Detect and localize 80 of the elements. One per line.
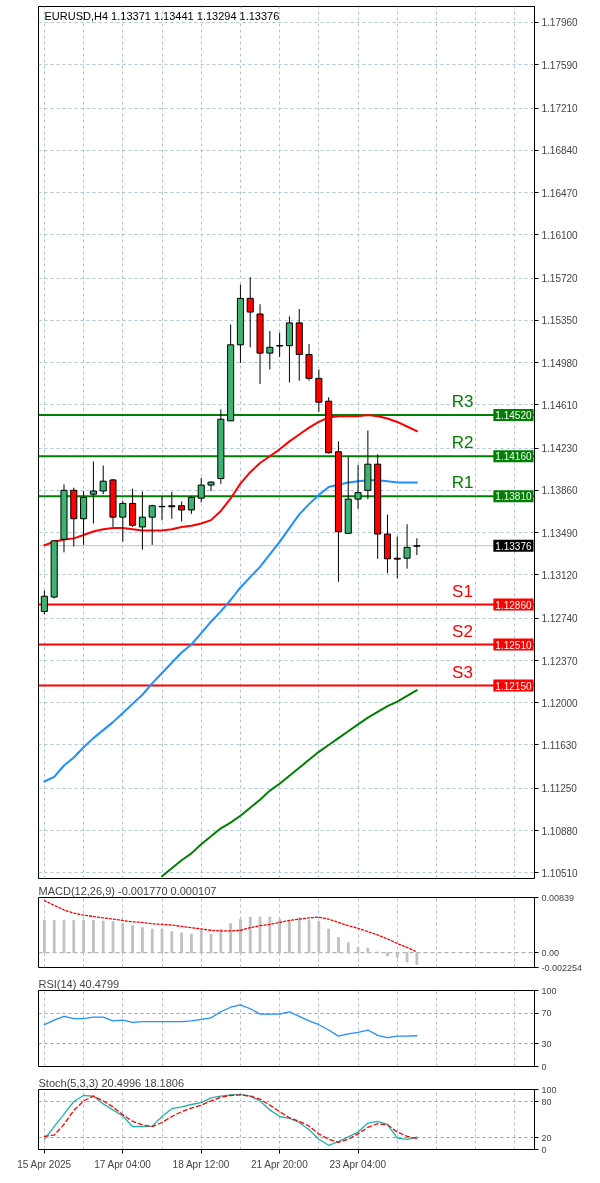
candlestick [276,332,284,358]
candlestick [119,500,127,543]
candlestick [99,465,107,495]
annotation: 1.13810 [495,491,532,503]
y-tick-label: 1.14980 [541,357,579,369]
y-tick-label: 1.12740 [541,613,579,625]
y-tick-label: 1.16470 [541,187,579,199]
y-tick-label: 1.12000 [541,697,579,709]
y-tick-label: 1.13490 [541,527,579,539]
x-tick-label: 18 Apr 12:00 [172,1158,230,1170]
candlestick [40,590,48,615]
candlestick [197,477,205,503]
candlestick [315,369,323,413]
y-tick-label: 80 [541,1096,552,1107]
y-tick-label: 1.17210 [541,103,579,115]
annotation: 1.14160 [495,451,532,463]
y-tick-label: 1.11630 [541,739,578,751]
y-tick-label: 1.17960 [541,17,579,29]
y-tick-label: 0 [541,1061,547,1072]
candlestick [305,343,313,382]
y-tick-label: 1.17590 [541,59,579,71]
line-series [43,900,418,953]
annotation: 1.13376 [495,540,532,552]
y-tick-label: 20 [541,1132,552,1143]
candlestick [403,523,411,570]
y-tick-label: 1.13860 [541,485,579,497]
x-tick-label: 17 Apr 04:00 [94,1158,152,1170]
annotation: 1.12510 [495,639,532,651]
y-tick-label: 100 [541,1084,557,1095]
candlestick [178,501,186,522]
annotation: 1.12150 [495,680,532,692]
y-tick-label: 1.10510 [541,867,579,879]
y-tick-label: 100 [541,985,557,996]
candlestick [129,488,137,528]
candlestick [413,537,421,556]
line-series [43,479,418,783]
y-tick-label: 30 [541,1038,552,1049]
ref-line-label: S3 [452,662,473,682]
chart-title: RSI(14) 40.4799 [38,978,120,990]
y-tick-label: 1.13120 [541,569,579,581]
annotation: 1.14520 [495,410,532,422]
ref-line-label: S2 [452,621,473,641]
y-tick-label: 1.15720 [541,273,579,285]
candlestick [285,315,293,383]
y-tick-label: 1.14610 [541,399,579,411]
y-tick-label: 1.16840 [541,145,579,157]
y-tick-label: 1.16100 [541,229,579,241]
candlestick [207,480,215,492]
candlestick [80,490,88,546]
candlestick [89,461,97,525]
y-tick-label: 0 [541,1144,547,1155]
x-tick-label: 21 Apr 20:00 [251,1158,309,1170]
candlestick [148,504,156,546]
y-tick-label: 0.00 [541,947,560,958]
annotation: 1.12860 [495,599,532,611]
y-tick-label: -0.002254 [541,962,583,973]
candlestick [138,491,146,551]
y-tick-label: 70 [541,1008,552,1019]
y-tick-label: 1.11250 [541,783,578,795]
candlestick [246,276,254,348]
chart-title: MACD(12,26,9) -0.001770 0.000107 [38,885,217,897]
candlestick [393,536,401,579]
ref-line-label: R2 [451,433,474,453]
candlestick [168,491,176,520]
candlestick [354,464,362,510]
y-tick-label: 1.15350 [541,315,579,327]
chart-title: Stoch(5,3,3) 20.4996 18.1806 [38,1077,185,1089]
y-tick-label: 1.10880 [541,825,579,837]
candlestick [266,330,274,371]
ref-line-label: R1 [451,473,474,493]
line-series [161,689,418,878]
x-tick-label: 23 Apr 04:00 [329,1158,387,1170]
chart-title: EURUSD,H4 1.13371 1.13441 1.13294 1.13376 [44,9,280,22]
x-tick-label: 15 Apr 2025 [17,1158,72,1170]
line-series [43,1004,418,1039]
y-tick-label: 0.00839 [541,892,575,903]
y-tick-label: 1.12370 [541,655,579,667]
ref-line-label: R3 [451,392,474,412]
y-tick-label: 1.14230 [541,443,579,455]
ref-line-label: S1 [452,581,473,601]
